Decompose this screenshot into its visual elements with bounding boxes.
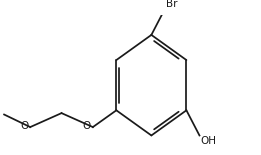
Text: Br: Br <box>166 0 177 9</box>
Text: OH: OH <box>201 136 217 146</box>
Text: O: O <box>82 121 91 131</box>
Text: O: O <box>20 121 29 131</box>
